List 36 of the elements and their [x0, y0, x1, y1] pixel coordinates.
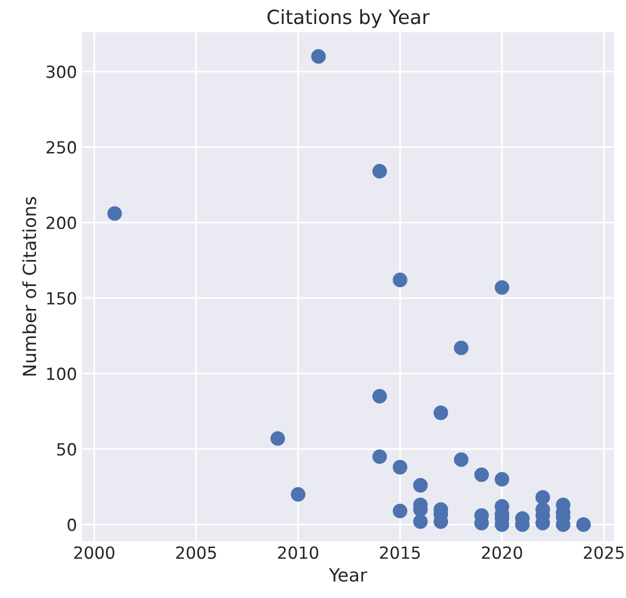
y-tick-label: 150	[47, 292, 76, 305]
y-tick-label: 300	[46, 66, 76, 78]
point	[372, 388, 387, 404]
point	[290, 487, 306, 502]
point	[107, 206, 122, 221]
x-tick-label: 2005	[176, 546, 216, 559]
point	[474, 467, 489, 482]
y-tick-label: 250	[46, 141, 76, 154]
x-tick-label: 2025	[584, 546, 624, 559]
point	[494, 472, 510, 487]
point	[413, 478, 428, 493]
x-tick-label: 2010	[278, 546, 318, 559]
y-tick-label: 50	[57, 443, 76, 456]
point	[494, 280, 510, 295]
x-tick-label: 2020	[482, 546, 522, 559]
point	[454, 452, 468, 467]
y-tick-label: 100	[47, 368, 76, 380]
y-axis-title: Number of Citations	[22, 197, 36, 376]
x-tick-label: 2000	[74, 546, 114, 559]
point	[270, 431, 286, 446]
point	[372, 449, 387, 464]
point	[392, 460, 408, 474]
chart-title: Citations by Year	[268, 9, 430, 28]
x-axis-title: Year	[328, 568, 368, 582]
x-tick-label: 2015	[380, 546, 420, 559]
point	[454, 340, 468, 356]
point	[392, 272, 408, 288]
point	[413, 514, 428, 529]
point	[372, 164, 387, 179]
point	[576, 517, 591, 532]
point	[311, 49, 326, 64]
point	[434, 406, 448, 420]
point	[392, 504, 408, 518]
point	[535, 490, 550, 505]
y-tick-label: 200	[46, 216, 76, 230]
y-tick-label: 0	[68, 518, 76, 532]
